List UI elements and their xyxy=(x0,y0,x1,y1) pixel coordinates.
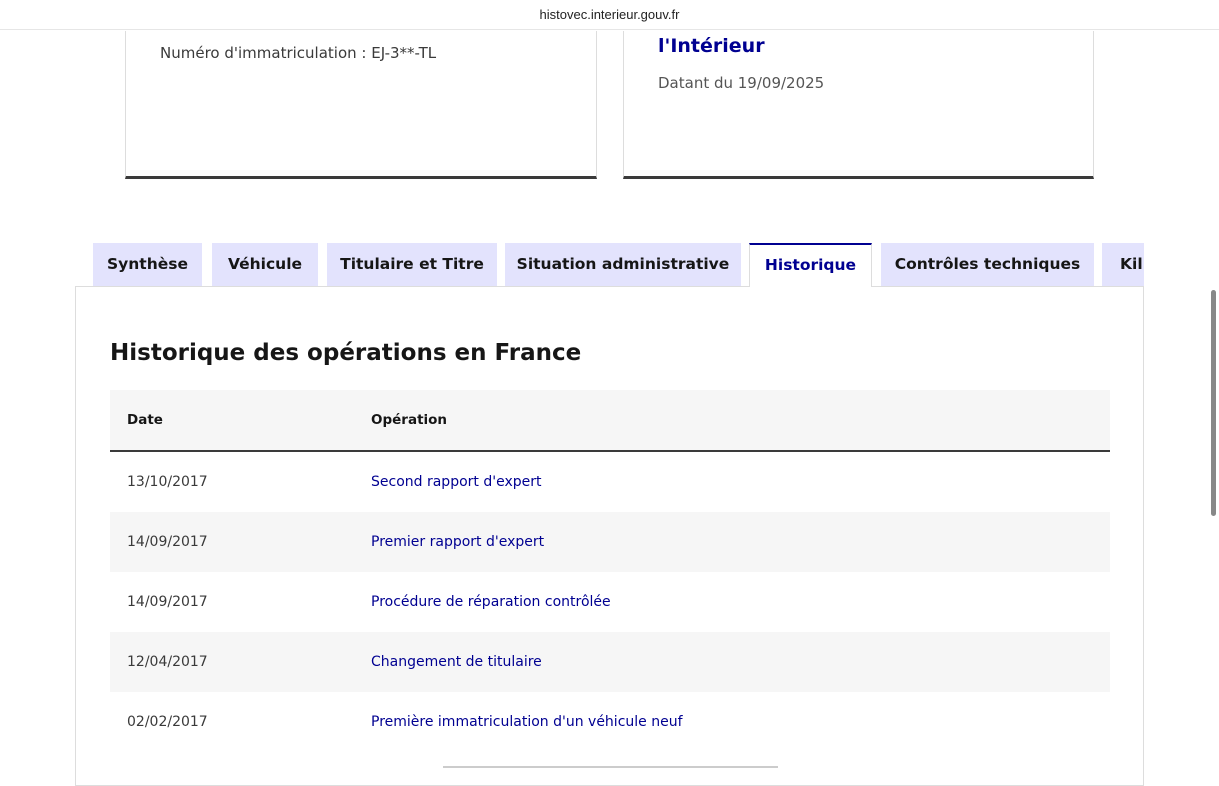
report-date: Datant du 19/09/2025 xyxy=(658,74,825,92)
column-date: Date xyxy=(127,412,163,428)
scrollbar[interactable] xyxy=(1211,290,1216,516)
table-row: 14/09/2017 Premier rapport d'expert xyxy=(110,512,1110,572)
table-row: 14/09/2017 Procédure de réparation contr… xyxy=(110,572,1110,632)
tab-vehicule[interactable]: Véhicule xyxy=(212,243,318,286)
bottom-toolbar-edge xyxy=(443,766,778,768)
vehicle-card: Numéro d'immatriculation : EJ-3**-TL xyxy=(125,31,597,179)
row-date: 13/10/2017 xyxy=(127,474,208,490)
source-card: l'Intérieur Datant du 19/09/2025 xyxy=(623,31,1094,179)
row-date: 12/04/2017 xyxy=(127,654,208,670)
row-date: 02/02/2017 xyxy=(127,714,208,730)
tab-titulaire[interactable]: Titulaire et Titre xyxy=(327,243,497,286)
tab-kilometrage[interactable]: Kil xyxy=(1102,243,1144,286)
section-title: Historique des opérations en France xyxy=(110,340,582,366)
row-operation[interactable]: Second rapport d'expert xyxy=(371,474,542,490)
row-operation[interactable]: Procédure de réparation contrôlée xyxy=(371,594,611,610)
url-bar[interactable]: histovec.interieur.gouv.fr xyxy=(0,0,1219,30)
table-row: 02/02/2017 Première immatriculation d'un… xyxy=(110,692,1110,752)
row-date: 14/09/2017 xyxy=(127,594,208,610)
row-operation[interactable]: Première immatriculation d'un véhicule n… xyxy=(371,714,683,730)
row-date: 14/09/2017 xyxy=(127,534,208,550)
column-operation: Opération xyxy=(371,412,448,428)
row-operation[interactable]: Changement de titulaire xyxy=(371,654,542,670)
tab-controles-techniques[interactable]: Contrôles techniques xyxy=(881,243,1094,286)
table-row: 13/10/2017 Second rapport d'expert xyxy=(110,452,1110,512)
tab-historique[interactable]: Historique xyxy=(749,243,872,287)
row-operation[interactable]: Premier rapport d'expert xyxy=(371,534,545,550)
registration-number: Numéro d'immatriculation : EJ-3**-TL xyxy=(160,44,437,62)
source-organization: l'Intérieur xyxy=(658,35,765,57)
tab-situation-administrative[interactable]: Situation administrative xyxy=(505,243,741,286)
table-row: 12/04/2017 Changement de titulaire xyxy=(110,632,1110,692)
table-header: Date Opération xyxy=(110,390,1110,452)
tab-synthese[interactable]: Synthèse xyxy=(93,243,202,286)
